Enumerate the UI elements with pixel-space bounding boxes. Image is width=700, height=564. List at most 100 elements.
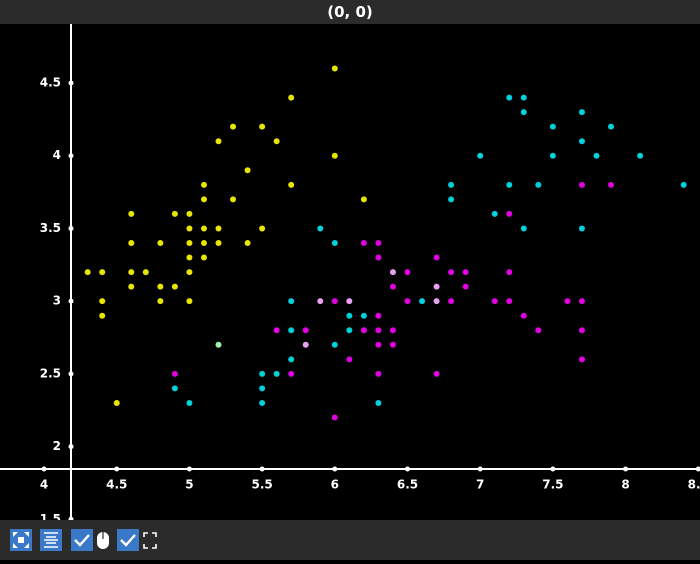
scatter-point (375, 312, 382, 319)
scatter-point (375, 399, 382, 406)
scatter-point (288, 181, 295, 188)
scatter-point (171, 283, 178, 290)
scatter-point (186, 269, 193, 276)
scatter-point (433, 283, 440, 290)
scatter-point (128, 239, 135, 246)
x-tick-label: 8 (621, 478, 629, 492)
scatter-point (477, 152, 484, 159)
scatter-point (186, 225, 193, 232)
scatter-point (506, 181, 513, 188)
x-tick-mark (41, 466, 47, 472)
scatter-point (360, 327, 367, 334)
scatter-point (331, 341, 338, 348)
y-tick-label: 3 (53, 294, 61, 308)
scatter-point (317, 298, 324, 305)
scatter-point (520, 94, 527, 101)
x-tick-label: 6 (331, 478, 339, 492)
scatter-point (404, 269, 411, 276)
scatter-point (273, 370, 280, 377)
title-bar: (0, 0) (0, 0, 700, 24)
scatter-point (186, 399, 193, 406)
scatter-point (302, 327, 309, 334)
scatter-point (549, 152, 556, 159)
scatter-point (593, 152, 600, 159)
scatter-point (389, 341, 396, 348)
scatter-point (99, 269, 106, 276)
y-tick-mark (68, 153, 74, 159)
plot-area: 4 4.5 5 5.5 6 6.5 7 7.5 8 8.5 1.5 2 2.5 3 3.5 4 4.5 (0, 24, 700, 520)
scatter-point (317, 225, 324, 232)
scatter-point (302, 341, 309, 348)
scatter-point (288, 298, 295, 305)
autoscale-button[interactable] (40, 529, 62, 551)
scatter-point (230, 196, 237, 203)
scatter-point (462, 283, 469, 290)
x-tick-mark (332, 466, 338, 472)
scatter-point (491, 210, 498, 217)
scatter-point (244, 167, 251, 174)
scatter-point (346, 298, 353, 305)
scatter-point (375, 327, 382, 334)
scatter-point (259, 123, 266, 130)
scatter-point (389, 283, 396, 290)
scatter-point (506, 298, 513, 305)
scatter-point (608, 123, 615, 130)
scatter-point (331, 65, 338, 72)
scatter-point (346, 327, 353, 334)
scatter-point (448, 269, 455, 276)
y-tick-mark (68, 298, 74, 304)
scatter-point (578, 327, 585, 334)
scatter-point (288, 370, 295, 377)
x-tick-label: 6.5 (397, 478, 418, 492)
scatter-point (360, 196, 367, 203)
scatter-point (419, 298, 426, 305)
y-tick-label: 4 (53, 148, 61, 162)
x-tick-mark (114, 466, 120, 472)
y-tick-mark (68, 444, 74, 450)
scatter-point (200, 181, 207, 188)
scatter-point (200, 239, 207, 246)
scatter-point (375, 341, 382, 348)
scatter-point (578, 109, 585, 116)
scatter-point (128, 210, 135, 217)
scatter-point (99, 298, 106, 305)
y-tick-mark (68, 80, 74, 86)
scatter-point (331, 239, 338, 246)
scatter-point (142, 269, 149, 276)
scatter-point (448, 298, 455, 305)
scatter-point (491, 298, 498, 305)
scatter-point (200, 225, 207, 232)
scatter-point (186, 254, 193, 261)
fullscreen-checkbox[interactable] (117, 529, 157, 551)
y-tick-mark (68, 371, 74, 377)
scatter-point (578, 181, 585, 188)
scatter-point (520, 225, 527, 232)
scatter-point (215, 138, 222, 145)
x-tick-label: 7 (476, 478, 484, 492)
scatter-point (433, 370, 440, 377)
scatter-point (404, 298, 411, 305)
toolbar (0, 520, 700, 560)
y-tick-mark (68, 225, 74, 231)
scatter-point (288, 94, 295, 101)
toolbar-icons (10, 529, 157, 551)
scatter-point (462, 269, 469, 276)
x-tick-mark (404, 466, 410, 472)
scatter-point (186, 210, 193, 217)
scatter-point (171, 385, 178, 392)
y-tick-label: 2.5 (40, 366, 61, 380)
scatter-point (346, 312, 353, 319)
scatter-point (578, 298, 585, 305)
scatter-point (259, 399, 266, 406)
x-tick-label: 4.5 (106, 478, 127, 492)
zoom-fit-button[interactable] (10, 529, 32, 551)
mouse-checkbox[interactable] (71, 529, 109, 551)
scatter-point (535, 181, 542, 188)
scatter-point (230, 123, 237, 130)
x-tick-mark (695, 466, 700, 472)
scatter-point (433, 254, 440, 261)
scatter-point (549, 123, 556, 130)
scatter-point (157, 239, 164, 246)
scatter-point (578, 138, 585, 145)
